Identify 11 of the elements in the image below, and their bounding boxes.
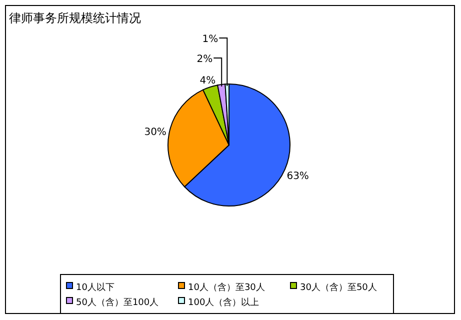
legend-label: 10人以下: [76, 282, 114, 293]
legend-label: 10人（含）至30人: [188, 282, 265, 293]
data-label: 63%: [286, 170, 309, 182]
data-label: 1%: [202, 34, 218, 45]
legend-label: 50人（含）至100人: [76, 297, 159, 308]
legend-label: 100人（含）以上: [188, 297, 260, 308]
legend-label: 30人（含）至50人: [300, 282, 377, 293]
data-label: 4%: [200, 75, 216, 86]
chart-title: 律师事务所规模统计情况: [9, 11, 141, 25]
data-label: 30%: [144, 126, 166, 138]
data-label: 2%: [196, 54, 213, 65]
